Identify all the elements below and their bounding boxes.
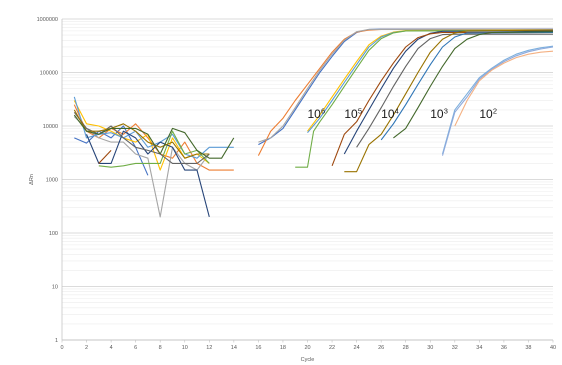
series-line: [73, 29, 554, 173]
y-tick-label: 10: [52, 285, 58, 291]
x-axis-title: Cycle: [301, 357, 315, 363]
annotation-base: 10: [308, 107, 322, 121]
x-tick-label: 8: [159, 345, 162, 351]
annotation-exponent: 2: [493, 107, 497, 116]
series-line: [98, 29, 554, 168]
series-line: [441, 45, 554, 155]
series-line: [441, 46, 554, 156]
annotation-label: 10 4: [381, 107, 399, 122]
annotation-base: 10: [479, 107, 493, 121]
x-tick-label: 38: [525, 345, 531, 351]
annotation-exponent: 4: [395, 107, 399, 116]
x-tick-label: 30: [427, 345, 433, 351]
x-tick-label: 6: [134, 345, 137, 351]
x-tick-label: 0: [60, 345, 63, 351]
x-tick-label: 12: [206, 345, 212, 351]
series-line: [73, 28, 553, 171]
annotation-label: 10 6: [308, 107, 326, 122]
x-tick-label: 16: [255, 345, 261, 351]
annotation-exponent: 3: [444, 107, 448, 116]
series-line: [73, 29, 554, 159]
x-tick-label: 36: [501, 345, 507, 351]
y-tick-label: 1000: [46, 178, 58, 184]
annotation-label: 10 3: [430, 107, 448, 122]
annotation-exponent: 5: [358, 107, 362, 116]
series-line: [74, 28, 553, 176]
x-tick-label: 40: [550, 345, 556, 351]
annotation-label: 10 2: [479, 107, 497, 122]
x-tick-label: 24: [354, 345, 360, 351]
x-tick-label: 2: [85, 345, 88, 351]
annotation-exponent: 6: [321, 107, 325, 116]
series-line: [380, 31, 554, 141]
series-line: [454, 50, 554, 127]
annotation-base: 10: [344, 107, 358, 121]
x-tick-label: 14: [231, 345, 237, 351]
x-tick-label: 34: [476, 345, 482, 351]
series-line: [73, 31, 554, 159]
y-axis-title: ΔRn: [29, 174, 35, 185]
series-line: [98, 31, 553, 166]
x-tick-label: 26: [378, 345, 384, 351]
y-tick-label: 10000: [43, 124, 58, 130]
series-line: [73, 28, 553, 218]
series-line: [73, 33, 553, 164]
grid: [62, 18, 553, 341]
y-tick-label: 1000000: [37, 17, 58, 23]
annotation-base: 10: [381, 107, 395, 121]
annotation-label: 10 5: [344, 107, 362, 122]
series-line: [85, 30, 554, 218]
y-tick-label: 100: [49, 231, 58, 237]
x-tick-label: 32: [452, 345, 458, 351]
annotation-base: 10: [430, 107, 444, 121]
y-tick-label: 1: [55, 338, 58, 344]
x-tick-label: 28: [403, 345, 409, 351]
y-tick-label: 100000: [40, 71, 58, 77]
x-tick-label: 4: [110, 345, 113, 351]
x-tick-label: 20: [304, 345, 310, 351]
annotations: 10 6 10 5 10 4 10 3 10 2: [308, 107, 498, 122]
x-tick-label: 10: [182, 345, 188, 351]
x-tick-label: 18: [280, 345, 286, 351]
series-lines: [73, 28, 554, 218]
x-tick-label: 22: [329, 345, 335, 351]
series-line: [73, 29, 554, 171]
